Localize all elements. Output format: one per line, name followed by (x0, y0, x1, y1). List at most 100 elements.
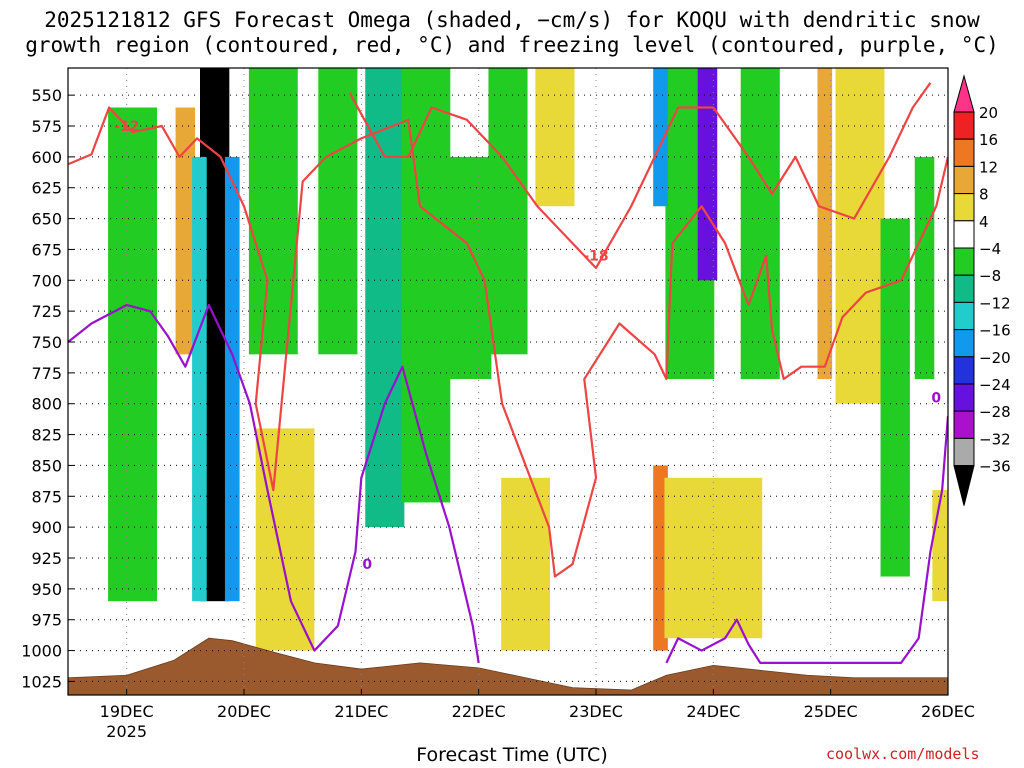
x-tick-label: 24DEC (686, 702, 740, 721)
colorbar-label: −28 (979, 403, 1011, 421)
colorbar-label: −16 (979, 322, 1011, 340)
omega-region (697, 68, 718, 281)
terrain-fill (68, 637, 948, 695)
omega-region (255, 428, 315, 651)
colorbar-label: 8 (979, 186, 989, 204)
colorbar-label: 16 (979, 131, 998, 149)
colorbar-bin (953, 329, 975, 358)
y-tick-label: 900 (31, 518, 62, 537)
omega-region (817, 68, 833, 380)
y-tick-label: 625 (31, 179, 62, 198)
colorbar-bin (953, 274, 975, 303)
y-tick-label: 875 (31, 487, 62, 506)
x-tick-label: 20DEC (217, 702, 271, 721)
chart-title-line-2: growth region (contoured, red, °C) and f… (25, 33, 999, 57)
colorbar-label: −32 (979, 430, 1011, 448)
omega-region (880, 218, 910, 577)
y-tick-label: 650 (31, 210, 62, 229)
y-tick-label: 725 (31, 302, 62, 321)
y-tick-label: 550 (31, 86, 62, 105)
omega-region (914, 156, 935, 380)
colorbar-bin (953, 220, 975, 249)
omega-region (175, 107, 196, 355)
colorbar-bin (953, 74, 975, 113)
colorbar-label: −24 (979, 376, 1011, 394)
colorbar-bin (953, 247, 975, 276)
x-axis-title: Forecast Time (UTC) (416, 744, 608, 766)
colorbar-bin (953, 111, 975, 140)
x-tick-label: 26DEC (921, 702, 975, 721)
y-tick-label: 950 (31, 580, 62, 599)
colorbar-bin (953, 138, 975, 167)
x-tick-label: 22DEC (452, 702, 506, 721)
colorbar-label: −20 (979, 349, 1011, 367)
omega-region (248, 68, 298, 355)
colorbar-label: −36 (979, 458, 1011, 476)
contours: -12 -18 0 0 (68, 82, 948, 665)
omega-region (488, 68, 528, 355)
credit-text[interactable]: coolwx.com/models (826, 745, 980, 763)
freezing-contour-label: 0 (362, 557, 372, 573)
dgz-contour-label: -12 (114, 119, 139, 135)
omega-region (318, 68, 358, 355)
colorbar-bin (953, 356, 975, 385)
colorbar-label: −8 (979, 267, 1001, 285)
y-tick-label: 800 (31, 395, 62, 414)
x-tick-label: 25DEC (804, 702, 858, 721)
y-tick-label: 825 (31, 426, 62, 445)
colorbar-bin (953, 165, 975, 195)
terrain-layer (68, 637, 948, 695)
y-tick-label: 700 (31, 271, 62, 290)
colorbar-label: 12 (979, 158, 998, 176)
y-tick-label: 850 (31, 456, 62, 475)
x-tick-sublabel: 2025 (106, 722, 147, 741)
colorbar-label: −4 (979, 240, 1001, 258)
x-tick-label: 21DEC (334, 702, 388, 721)
colorbar: 20 16 12 8 4 −4 −8 −12 −16 −20 −24 −28 −32 −36 (953, 74, 1011, 506)
y-tick-label: 675 (31, 240, 62, 259)
dgz-contour-label: -18 (583, 249, 608, 265)
y-tick-label: 775 (31, 364, 62, 383)
omega-region (535, 68, 575, 207)
freezing-contour-label: 0 (931, 391, 941, 407)
omega-region (501, 477, 551, 651)
omega-region (653, 68, 668, 207)
colorbar-bin (953, 437, 975, 467)
y-axis: 550 575 600 625 650 675 700 725 750 775 800 825 850 8… (21, 86, 74, 691)
omega-region (224, 156, 240, 602)
dgz-contour (348, 82, 932, 270)
colorbar-label: 4 (979, 213, 989, 231)
chart-title-line-1: 2025121812 GFS Forecast Omega (shaded, −… (44, 8, 980, 32)
omega-region (108, 107, 157, 602)
freezing-contour (665, 415, 948, 665)
omega-region (192, 156, 207, 602)
omega-region (365, 68, 405, 528)
omega-region (653, 465, 668, 651)
y-tick-label: 925 (31, 549, 62, 568)
y-tick-label: 1000 (21, 642, 62, 661)
plot-frame (67, 67, 949, 696)
dgz-contour (68, 106, 948, 578)
omega-region (442, 156, 492, 380)
y-tick-label: 1025 (21, 672, 62, 691)
omega-region (835, 68, 885, 404)
colorbar-bin (953, 465, 975, 506)
freezing-contour (68, 303, 480, 664)
y-tick-label: 575 (31, 117, 62, 136)
y-tick-label: 600 (31, 148, 62, 167)
colorbar-bin (953, 193, 975, 222)
colorbar-label: −12 (979, 294, 1011, 312)
omega-region (932, 490, 948, 602)
colorbar-bin (953, 410, 975, 439)
omega-region (401, 68, 451, 503)
colorbar-label: 20 (979, 104, 998, 122)
y-tick-label: 975 (31, 611, 62, 630)
y-tick-label: 750 (31, 333, 62, 352)
x-tick-label: 19DEC (100, 702, 154, 721)
grid-lines (68, 68, 948, 695)
omega-region (740, 68, 780, 380)
x-tick-label: 23DEC (569, 702, 623, 721)
colorbar-bin (953, 301, 975, 331)
